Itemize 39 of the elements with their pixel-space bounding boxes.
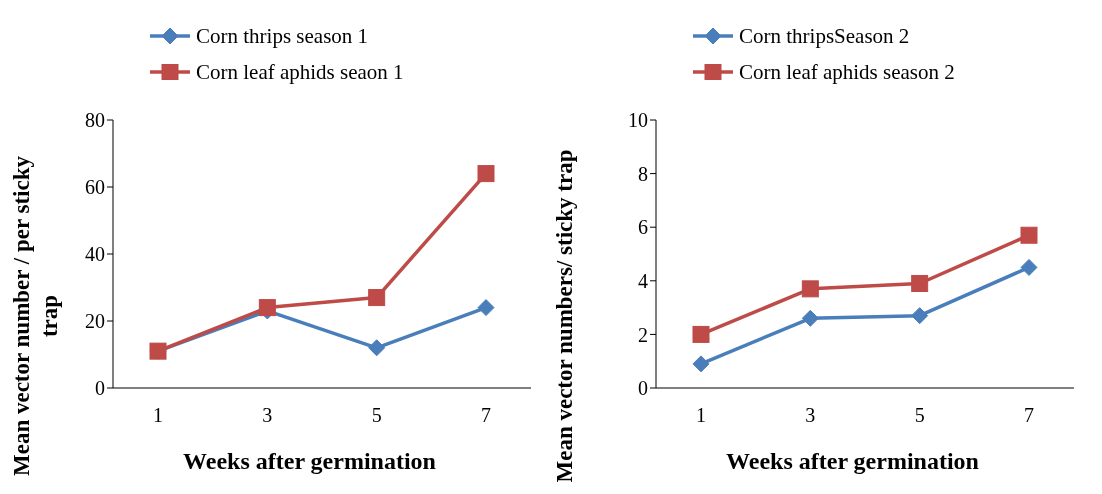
legend-label: Corn leaf aphids seaon 1 (196, 59, 404, 86)
point (477, 299, 495, 317)
point (1020, 258, 1038, 276)
x-axis-title: Weeks after germination (182, 448, 437, 475)
x-tick-label: 7 (481, 404, 491, 427)
point (692, 325, 710, 343)
point (911, 307, 929, 325)
x-axis-title: Weeks after germination (725, 448, 980, 475)
y-tick-label: 2 (638, 323, 648, 346)
x-tick-label: 3 (262, 404, 273, 427)
y-tick-label: 80 (85, 109, 105, 132)
y-tick-label: 0 (95, 377, 105, 400)
y-tick-label: 0 (638, 377, 648, 400)
y-tick-label: 4 (638, 269, 648, 292)
x-tick-label: 3 (805, 404, 816, 427)
point (801, 280, 819, 298)
legend-label: Corn leaf aphids season 2 (739, 59, 955, 86)
legend-label: Corn thripsSeason 2 (739, 23, 910, 50)
y-tick-label: 20 (85, 310, 105, 333)
y-axis-title: Mean vector number / per sticky trap (8, 155, 63, 479)
y-tick-label: 60 (85, 176, 105, 199)
y-axis-title: Mean vector numbers/ sticky trap (551, 148, 578, 485)
point (1020, 226, 1038, 244)
point (477, 165, 495, 183)
x-tick-label: 1 (696, 404, 706, 427)
point (692, 355, 710, 373)
y-tick-label: 10 (628, 109, 648, 132)
y-tick-label: 6 (638, 216, 648, 239)
legend-label: Corn thrips season 1 (196, 23, 369, 50)
x-tick-label: 5 (914, 404, 925, 427)
x-tick-label: 7 (1024, 404, 1034, 427)
x-tick-label: 5 (371, 404, 382, 427)
point (801, 309, 819, 327)
point (911, 274, 929, 292)
point (368, 339, 386, 357)
point (368, 289, 386, 307)
y-tick-label: 40 (85, 243, 105, 266)
y-tick-label: 8 (638, 162, 648, 185)
x-tick-label: 1 (153, 404, 163, 427)
